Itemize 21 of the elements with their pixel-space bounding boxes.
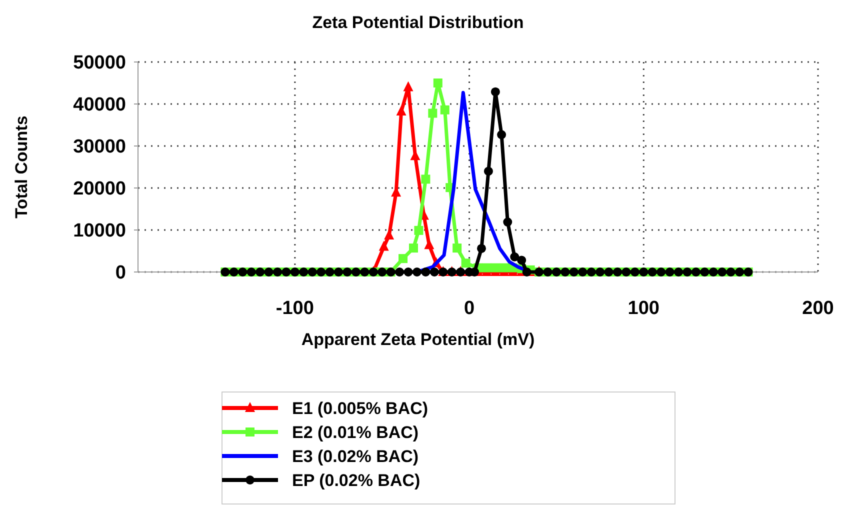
point [403, 81, 414, 92]
x-axis-title: Apparent Zeta Potential (mV) [301, 330, 535, 349]
point [424, 239, 434, 250]
point [378, 240, 389, 251]
x-tick-label: 200 [802, 298, 834, 319]
legend-label: E2 (0.01% BAC) [292, 422, 419, 442]
y-tick-label: 20000 [73, 178, 126, 200]
y-tick-label: 0 [115, 262, 126, 284]
y-tick-label: 10000 [73, 220, 126, 242]
legend-label: EP (0.02% BAC) [292, 470, 420, 490]
legend-label: E1 (0.005% BAC) [292, 398, 428, 418]
y-tick-label: 50000 [73, 52, 126, 74]
point [396, 106, 406, 116]
y-tick-label: 30000 [73, 136, 126, 158]
y-axis-title: Total Counts [12, 116, 31, 218]
legend-label: E3 (0.02% BAC) [292, 446, 419, 466]
chart-title: Zeta Potential Distribution [312, 13, 524, 32]
x-tick-label: -100 [276, 298, 314, 319]
x-tick-label: 100 [628, 298, 660, 319]
y-tick-label: 40000 [73, 94, 126, 116]
x-tick-label: 0 [464, 298, 475, 319]
